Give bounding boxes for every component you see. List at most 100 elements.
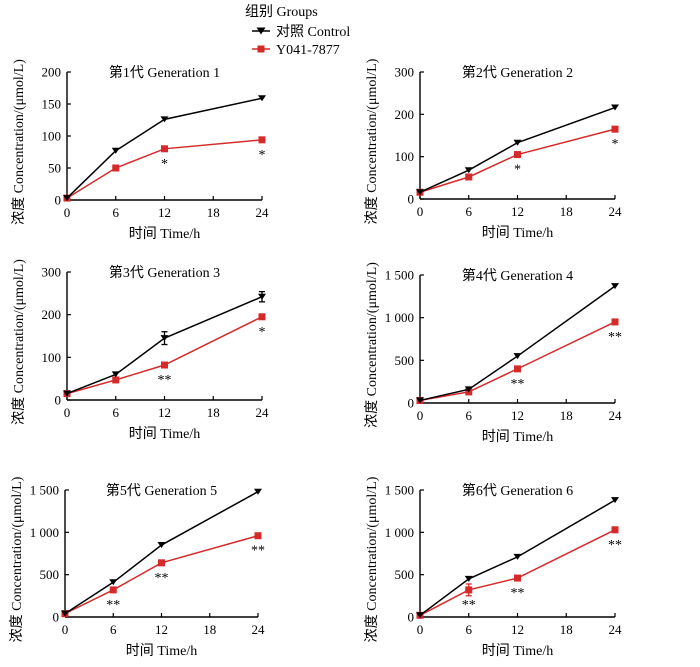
x-tick-label: 12 [511,408,524,423]
significance-label: ** [251,544,265,559]
treatment-marker [109,586,117,594]
control-marker [611,497,619,504]
x-axis-title: 时间 Time/h [482,429,553,445]
significance-label: * [259,325,266,340]
control-marker [63,195,71,202]
legend-control-label: 对照 Control [276,24,350,40]
significance-label: * [612,137,619,152]
x-tick-label: 18 [203,622,216,637]
control-marker [109,579,118,586]
y-tick-label: 0 [55,393,62,408]
x-tick-label: 0 [417,204,424,219]
y-tick-label: 100 [42,129,62,144]
x-tick-label: 12 [511,622,524,637]
panel-title: 第3代 Generation 3 [109,264,220,281]
treatment-marker [161,145,168,153]
y-tick-label: 0 [408,396,415,411]
y-tick-label: 1 000 [385,525,414,540]
control-marker [111,147,120,154]
significance-label: ** [608,330,622,345]
y-tick-label: 0 [55,193,62,208]
panel-title: 第4代 Generation 4 [462,267,573,284]
control-line [419,499,616,616]
control-marker [258,293,266,300]
x-tick-label: 6 [113,205,120,220]
legend: 组别 Groups 对照 Control Y041-7877 [245,4,350,58]
x-tick-label: 18 [207,405,220,420]
x-axis-title: 时间 Time/h [482,225,553,241]
x-tick-label: 0 [417,408,424,423]
control-line [66,296,263,395]
x-tick-label: 6 [110,622,117,637]
treatment-marker [258,313,266,321]
y-axis-title: 浓度 Concentration/(μmol/L) [364,262,380,428]
y-tick-label: 500 [40,567,60,582]
y-tick-label: 150 [42,97,62,112]
y-tick-label: 0 [408,192,415,207]
y-axis-title: 浓度 Concentration/(μmol/L) [11,59,27,225]
control-marker [61,610,69,617]
treatment-marker [112,376,120,384]
panel-generation-4: 0 6 12 18 24 0 500 1 000 1 500 第4代 Generation 4 时间… [364,262,622,445]
control-marker [513,553,522,560]
treatment-marker [514,365,521,373]
y-tick-label: 0 [53,610,60,625]
treatment-marker [514,574,521,582]
significance-label: ** [158,373,172,388]
x-axis-title: 时间 Time/h [126,643,197,659]
panel-title: 第2代 Generation 2 [462,64,573,81]
control-marker [416,397,424,404]
y-tick-label: 1 500 [385,483,414,498]
x-tick-label: 18 [207,205,220,220]
x-tick-label: 12 [158,205,171,220]
x-tick-label: 12 [158,405,171,420]
panel-generation-6: 0 6 12 18 24 0 500 1 000 1 500 第6代 Generation 6 时间… [364,476,622,659]
legend-control-marker [256,27,266,35]
y-tick-label: 1 000 [30,525,59,540]
significance-label: * [161,157,168,172]
control-marker [416,612,424,619]
significance-label: * [514,163,521,178]
x-axis-title: 时间 Time/h [129,226,200,242]
panel-generation-2: 0 6 12 18 24 0 100 200 300 第2代 Generation 2 时间 Tim… [364,58,622,241]
y-tick-label: 100 [395,149,415,164]
control-line [419,106,616,193]
control-marker [254,488,262,495]
treatment-marker [611,526,619,534]
x-tick-label: 6 [466,408,473,423]
x-tick-label: 6 [466,622,473,637]
x-tick-label: 0 [64,405,71,420]
significance-label: ** [608,538,622,553]
x-tick-label: 24 [609,408,623,423]
x-tick-label: 0 [417,622,424,637]
treatment-marker [254,532,262,540]
treatment-marker [158,559,165,567]
legend-title: 组别 Groups [245,4,318,20]
legend-treatment-label: Y041-7877 [276,43,340,58]
x-tick-label: 18 [560,204,573,219]
control-marker [258,95,266,102]
treatment-marker [161,361,168,369]
control-marker [160,116,169,123]
y-axis-title: 浓度 Concentration/(μmol/L) [9,476,25,642]
control-marker [416,189,424,196]
x-tick-label: 24 [256,205,270,220]
treatment-marker [514,151,521,159]
control-marker [63,390,71,397]
control-marker [157,542,166,549]
treatment-line [419,321,616,402]
panel-title: 第6代 Generation 6 [462,482,573,499]
treatment-marker [112,164,120,172]
y-tick-label: 1 500 [385,268,414,283]
y-tick-label: 300 [395,65,415,80]
y-tick-label: 100 [42,350,62,365]
y-tick-label: 500 [395,353,415,368]
x-tick-label: 24 [609,204,623,219]
treatment-line [66,316,263,395]
significance-label: ** [155,571,169,586]
control-marker [464,575,473,582]
x-tick-label: 6 [466,204,473,219]
legend-item-control: 对照 Control [252,24,350,40]
y-tick-label: 0 [408,610,415,625]
